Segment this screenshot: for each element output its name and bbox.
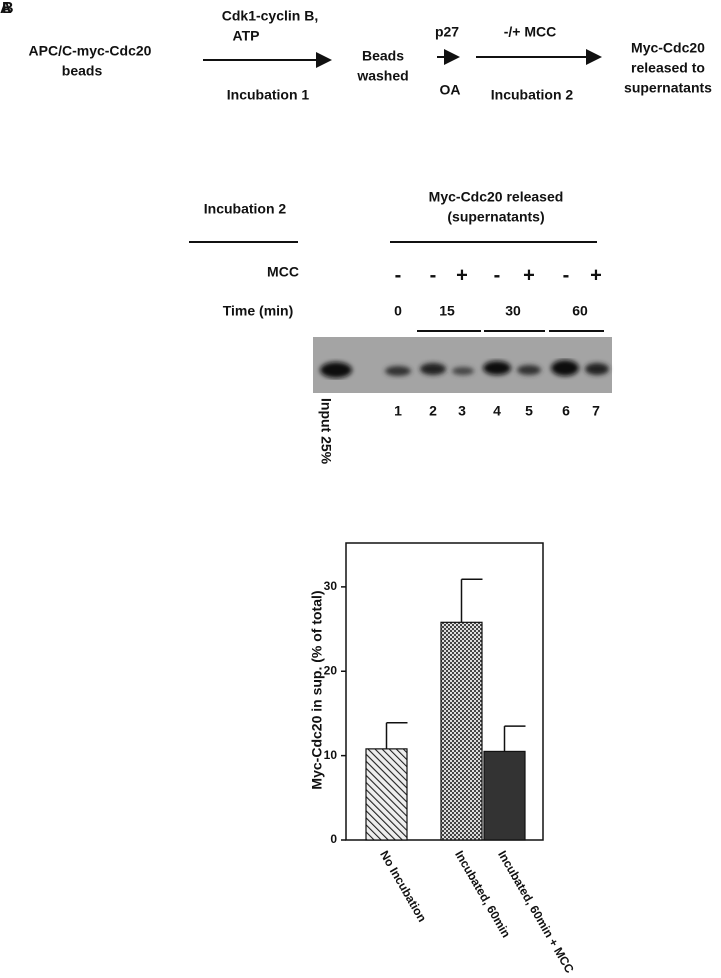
scheme-text: OA — [440, 82, 461, 98]
lane-number: 7 — [592, 403, 600, 419]
mcc-sign: - — [563, 264, 570, 286]
y-tick-label: 20 — [324, 663, 338, 677]
band — [420, 363, 446, 375]
bar — [365, 748, 408, 841]
y-axis-label: Myc-Cdc20 in sup. (% of total) — [309, 590, 325, 789]
blot-panel: Incubation 2 Myc-Cdc20 released (superna… — [189, 189, 612, 465]
lane-number: 3 — [458, 403, 466, 419]
mcc-sign: - — [494, 264, 501, 286]
scheme-text: Incubation 1 — [227, 87, 310, 103]
scheme-text: Cdk1-cyclin B, — [222, 8, 318, 24]
mcc-sign: + — [456, 264, 468, 286]
bar-chart: Myc-Cdc20 in sup. (% of total) 0 10 20 30 No… — [309, 542, 577, 976]
y-tick-label: 0 — [330, 832, 337, 846]
scheme-text: Incubation 2 — [491, 87, 574, 103]
error-bar — [460, 578, 483, 623]
time-label: 30 — [505, 303, 521, 319]
band — [320, 362, 352, 378]
scheme-text: washed — [356, 68, 408, 84]
scheme-text: -/+ MCC — [504, 24, 557, 40]
band — [585, 363, 609, 375]
scheme-text: Myc-Cdc20 — [631, 40, 705, 56]
scheme-text: ATP — [233, 28, 260, 44]
band — [385, 366, 411, 376]
blot-header: (supernatants) — [447, 209, 544, 225]
scheme-text: APC/C-myc-Cdc20 — [29, 43, 152, 59]
band — [517, 365, 541, 375]
scheme-text: beads — [62, 63, 103, 79]
time-label: 0 — [394, 303, 402, 319]
mcc-sign: - — [395, 264, 402, 286]
scheme-text: released to — [631, 60, 705, 76]
y-tick-label: 30 — [324, 579, 338, 593]
band — [551, 360, 579, 376]
blot-header: Incubation 2 — [204, 201, 287, 217]
band — [452, 367, 474, 375]
panel-label: A — [0, 0, 12, 17]
row-label: MCC — [267, 264, 299, 280]
error-bar — [385, 721, 408, 749]
x-tick-label: No Incubation — [377, 848, 429, 924]
lane-number: 4 — [493, 403, 501, 419]
time-label: 15 — [439, 303, 455, 319]
bar — [440, 621, 483, 841]
input-label: Input 25% — [318, 398, 334, 465]
mcc-sign: + — [523, 264, 535, 286]
scheme-text: supernatants — [624, 80, 712, 96]
y-tick-label: 10 — [324, 748, 338, 762]
scheme-text: p27 — [435, 24, 459, 40]
blot-header: Myc-Cdc20 released — [429, 189, 564, 205]
scheme-text: Beads — [362, 48, 404, 64]
bands — [320, 360, 609, 378]
lane-number: 1 — [394, 403, 402, 419]
mcc-sign: + — [590, 264, 602, 286]
panel-label: B — [2, 0, 14, 17]
error-bar — [503, 725, 526, 752]
bar — [483, 750, 526, 841]
lane-number: 5 — [525, 403, 533, 419]
row-label: Time (min) — [223, 303, 294, 319]
x-tick-label: Incubated, 60min + MCC — [495, 848, 577, 976]
time-label: 60 — [572, 303, 588, 319]
scheme: APC/C-myc-Cdc20 beads Cdk1-cyclin B, ATP… — [29, 8, 713, 103]
lane-number: 6 — [562, 403, 570, 419]
mcc-sign: - — [430, 264, 437, 286]
lane-number: 2 — [429, 403, 437, 419]
band — [483, 361, 511, 375]
panel-labels: A B — [0, 0, 14, 17]
